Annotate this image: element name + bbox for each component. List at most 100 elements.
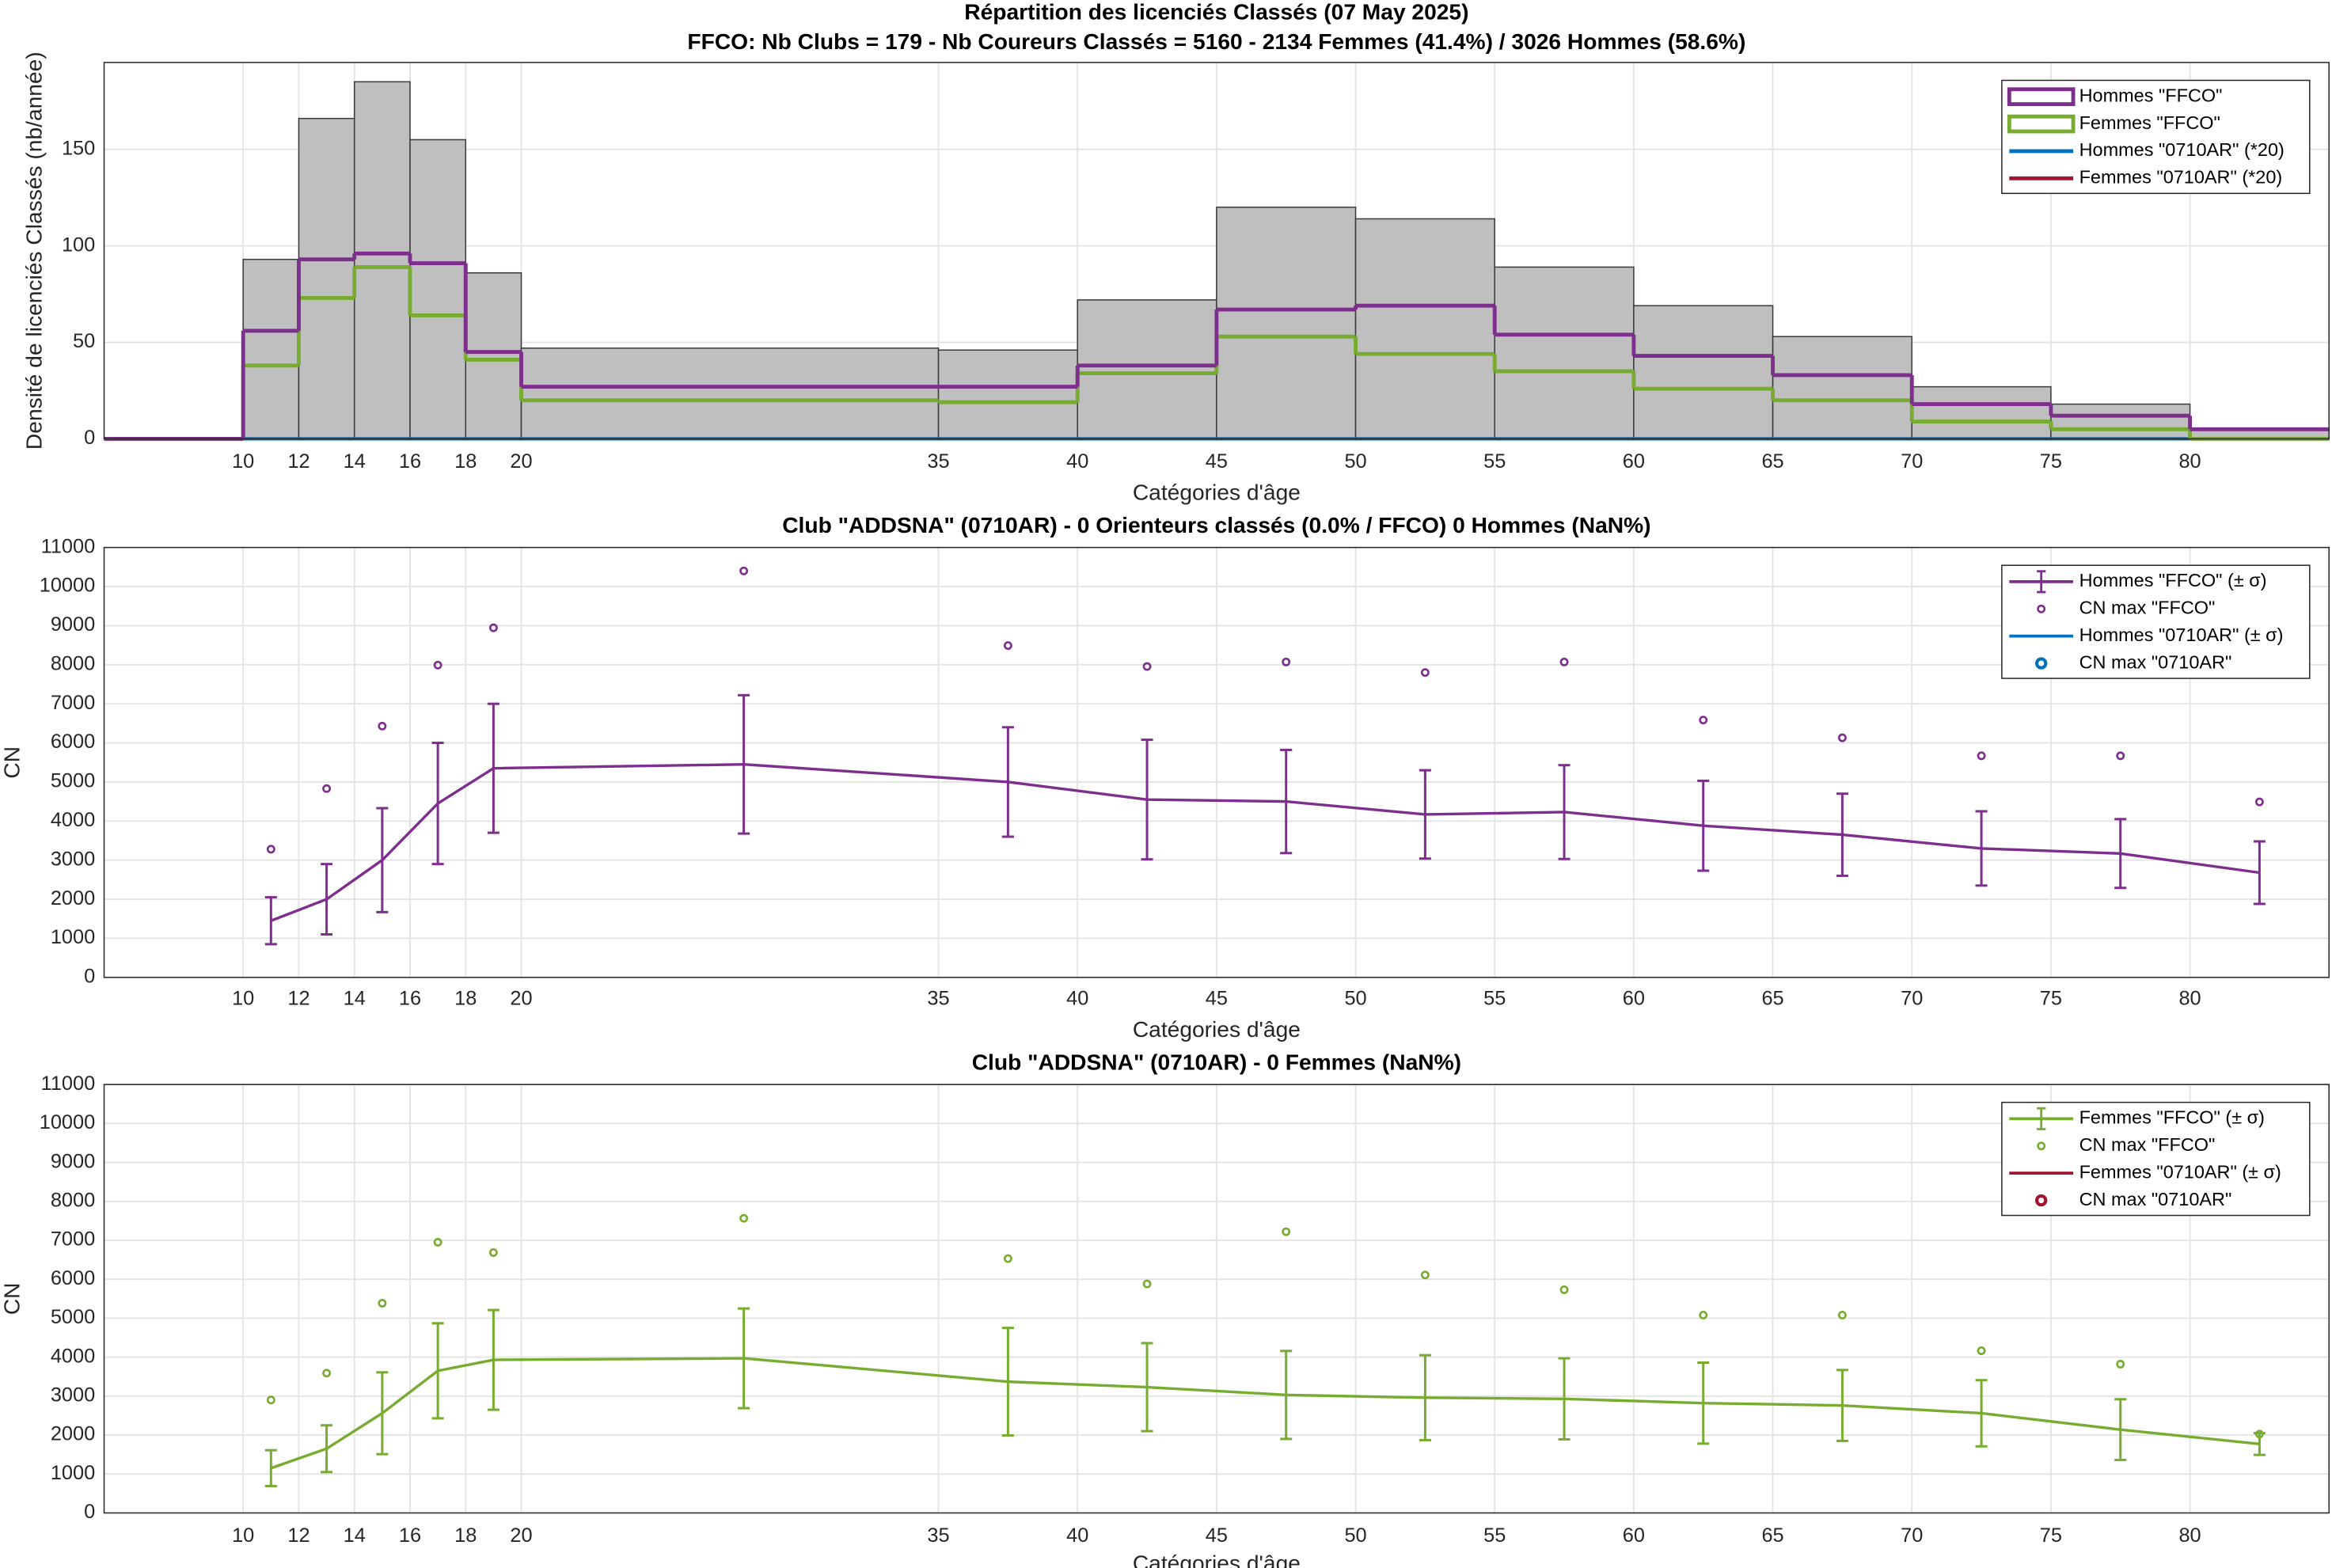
x-tick-label: 70: [1901, 1524, 1923, 1547]
max-marker: [488, 1248, 498, 1257]
max-marker: [1420, 1270, 1430, 1280]
max-marker: [322, 1369, 332, 1378]
error-bar: [431, 742, 444, 866]
legend-swatch: [2034, 657, 2048, 670]
x-tick-label: 14: [344, 450, 366, 473]
bar: [409, 139, 467, 440]
max-marker: [1699, 1311, 1708, 1319]
legend-label: Femmes "FFCO": [2079, 112, 2220, 133]
max-marker: [266, 1395, 275, 1405]
legend-label: Femmes "0710AR" (± σ): [2079, 1161, 2281, 1182]
y-tick-label: 5000: [51, 770, 95, 792]
x-tick-label: 20: [510, 1524, 532, 1547]
chart-title: Club "ADDSNA" (0710AR) - 0 Orienteurs cl…: [782, 512, 1650, 537]
legend-label: Hommes "FFCO" (± σ): [2079, 570, 2267, 590]
x-axis-label: Catégories d'âge: [1133, 1016, 1301, 1042]
y-tick-label: 1000: [51, 1462, 95, 1484]
x-tick-label: 50: [1344, 988, 1366, 1010]
max-marker: [1003, 641, 1012, 651]
error-bar: [2114, 1398, 2127, 1462]
x-tick-label: 75: [2040, 450, 2062, 473]
x-tick-label: 20: [510, 450, 532, 473]
x-tick-label: 80: [2178, 450, 2201, 473]
x-tick-label: 16: [399, 988, 421, 1010]
bar: [1911, 385, 2052, 440]
legend-swatch: [2037, 1141, 2046, 1151]
x-tick-label: 35: [927, 988, 949, 1010]
x-tick-label: 45: [1206, 988, 1228, 1010]
x-tick-label: 60: [1623, 1524, 1645, 1547]
y-tick-label: 3000: [51, 1384, 95, 1407]
error-bar: [264, 896, 277, 946]
error-bar: [376, 1371, 389, 1456]
error-bar: [1001, 1327, 1014, 1437]
y-tick-label: 11000: [41, 535, 96, 557]
max-marker: [488, 623, 498, 632]
x-tick-label: 10: [232, 988, 254, 1010]
max-marker: [1003, 1254, 1012, 1263]
max-marker: [1837, 733, 1847, 742]
error-bar: [487, 702, 499, 834]
y-tick-label: 0: [84, 1501, 95, 1523]
error-bar: [1001, 726, 1014, 838]
x-tick-label: 35: [927, 450, 949, 473]
error-bar: [321, 1424, 333, 1474]
y-tick-label: 8000: [51, 1189, 95, 1211]
x-tick-label: 18: [454, 1524, 477, 1547]
x-tick-label: 65: [1761, 450, 1783, 473]
legend-box: [2001, 564, 2311, 679]
max-marker: [378, 721, 387, 731]
legend-swatch: [2007, 114, 2076, 134]
x-tick-label: 18: [454, 450, 477, 473]
bar: [1494, 266, 1635, 440]
mean-line: [270, 763, 2260, 922]
error-bar: [2114, 818, 2127, 890]
x-tick-label: 50: [1344, 1524, 1366, 1547]
x-tick-label: 12: [287, 988, 310, 1010]
max-marker: [1142, 662, 1152, 671]
x-tick-label: 12: [287, 450, 310, 473]
y-tick-label: 9000: [51, 1150, 95, 1172]
chart-title: Club "ADDSNA" (0710AR) - 0 Femmes (NaN%): [972, 1049, 1461, 1074]
max-marker: [1699, 716, 1708, 725]
max-marker: [266, 845, 275, 854]
max-marker: [1282, 657, 1291, 666]
y-tick-label: 2000: [51, 1423, 95, 1445]
max-marker: [1559, 1285, 1569, 1294]
max-marker: [1977, 1346, 1986, 1355]
chart-subtitle: FFCO: Nb Clubs = 179 - Nb Coureurs Class…: [687, 28, 1745, 54]
max-marker: [1559, 657, 1569, 666]
error-bar: [1836, 792, 1848, 877]
bar: [1354, 218, 1495, 440]
max-marker: [1282, 1227, 1291, 1236]
max-marker: [1142, 1279, 1152, 1289]
x-tick-label: 40: [1066, 1524, 1088, 1547]
legend-label: Hommes "FFCO": [2079, 85, 2223, 105]
x-tick-label: 75: [2040, 988, 2062, 1010]
x-tick-label: 45: [1206, 1524, 1228, 1547]
bar: [1077, 299, 1217, 440]
max-marker: [739, 566, 749, 575]
x-tick-label: 55: [1483, 450, 1506, 473]
y-tick-label: 1000: [51, 926, 95, 948]
bar: [937, 349, 1078, 440]
error-bar: [1141, 738, 1153, 861]
y-tick-label: 6000: [51, 1267, 95, 1289]
x-tick-label: 65: [1761, 1524, 1783, 1547]
x-tick-label: 80: [2178, 1524, 2201, 1547]
x-axis-label: Catégories d'âge: [1133, 479, 1301, 504]
legend-label: Hommes "0710AR" (*20): [2079, 139, 2285, 160]
y-tick-label: 5000: [51, 1306, 95, 1328]
max-marker: [2254, 797, 2264, 807]
y-tick-label: 150: [62, 137, 95, 159]
y-tick-label: 100: [62, 233, 95, 256]
x-tick-label: 70: [1901, 988, 1923, 1010]
x-tick-label: 16: [399, 450, 421, 473]
error-bar: [1697, 779, 1710, 872]
legend-swatch: [2034, 1194, 2048, 1207]
x-tick-label: 45: [1206, 450, 1228, 473]
y-tick-label: 7000: [51, 692, 95, 714]
legend-box: [2001, 1101, 2311, 1217]
legend-swatch: [2007, 87, 2076, 107]
x-tick-label: 50: [1344, 450, 1366, 473]
